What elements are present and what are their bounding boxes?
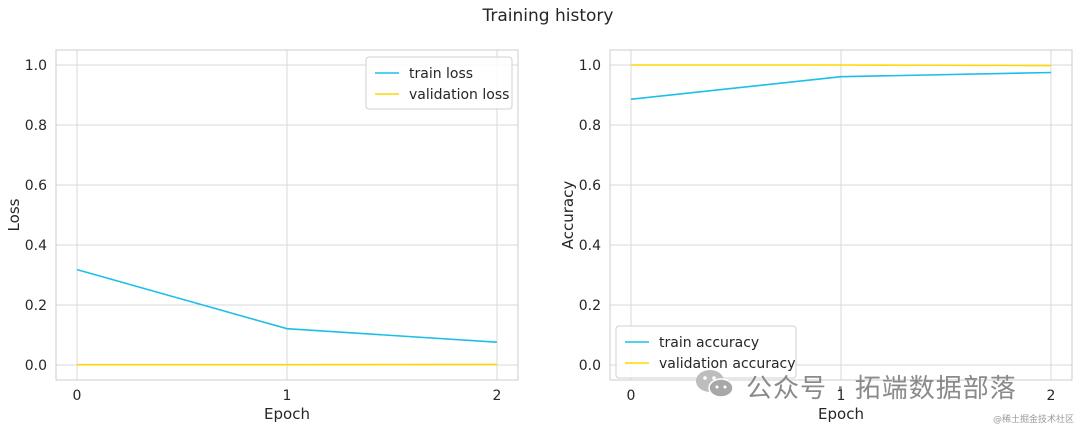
series-line-train-loss [76, 268, 498, 343]
x-tick-label: 1 [283, 388, 292, 404]
legend-label: train loss [409, 66, 473, 82]
legend-label: validation accuracy [659, 356, 796, 372]
watermark-small-text: @稀土掘金技术社区 [992, 415, 1074, 425]
y-tick-label: 0.6 [579, 178, 601, 194]
legend: train loss validation loss [365, 56, 513, 110]
x-tick-label: 0 [627, 388, 636, 404]
x-tick-label: 2 [1047, 388, 1056, 404]
y-axis-label: Accuracy [559, 181, 577, 250]
legend-label: train accuracy [659, 335, 759, 351]
y-tick-label: 0.2 [25, 298, 47, 314]
x-tick-label: 0 [73, 388, 82, 404]
y-tick-label: 0.8 [579, 118, 601, 134]
y-axis-label: Loss [5, 198, 23, 231]
x-axis-label: Epoch [264, 405, 310, 423]
x-tick-label: 2 [493, 388, 502, 404]
plot-frame [55, 49, 519, 381]
figure-title: Training history [482, 6, 614, 26]
y-tick-label: 0.8 [25, 118, 47, 134]
y-tick-label: 0.4 [25, 238, 47, 254]
x-tick-label: 1 [837, 388, 846, 404]
legend: train accuracy validation accuracy [615, 325, 797, 379]
plot-frame [609, 49, 1073, 381]
series-line-train-accuracy [630, 71, 1052, 100]
y-tick-label: 0.0 [25, 358, 47, 374]
loss-chart: 0.0 0.2 0.4 0.6 0.8 1.0 0 1 2 Epoch Loss train loss… [5, 49, 519, 423]
legend-box [365, 56, 513, 110]
wechat-icon [696, 370, 734, 398]
y-tick-label: 1.0 [25, 58, 47, 74]
y-tick-label: 0.0 [579, 358, 601, 374]
x-axis-label: Epoch [818, 405, 864, 423]
y-tick-label: 0.4 [579, 238, 601, 254]
series-line-validation-accuracy [631, 64, 1052, 67]
y-tick-label: 0.2 [579, 298, 601, 314]
accuracy-chart: 0.0 0.2 0.4 0.6 0.8 1.0 0 1 2 Epoch Accuracy train … [559, 49, 1073, 423]
y-tick-label: 0.6 [25, 178, 47, 194]
watermark-text: 公众号 · 拓端数据部落 [746, 374, 1017, 404]
legend-label: validation loss [409, 87, 509, 103]
y-tick-label: 1.0 [579, 58, 601, 74]
